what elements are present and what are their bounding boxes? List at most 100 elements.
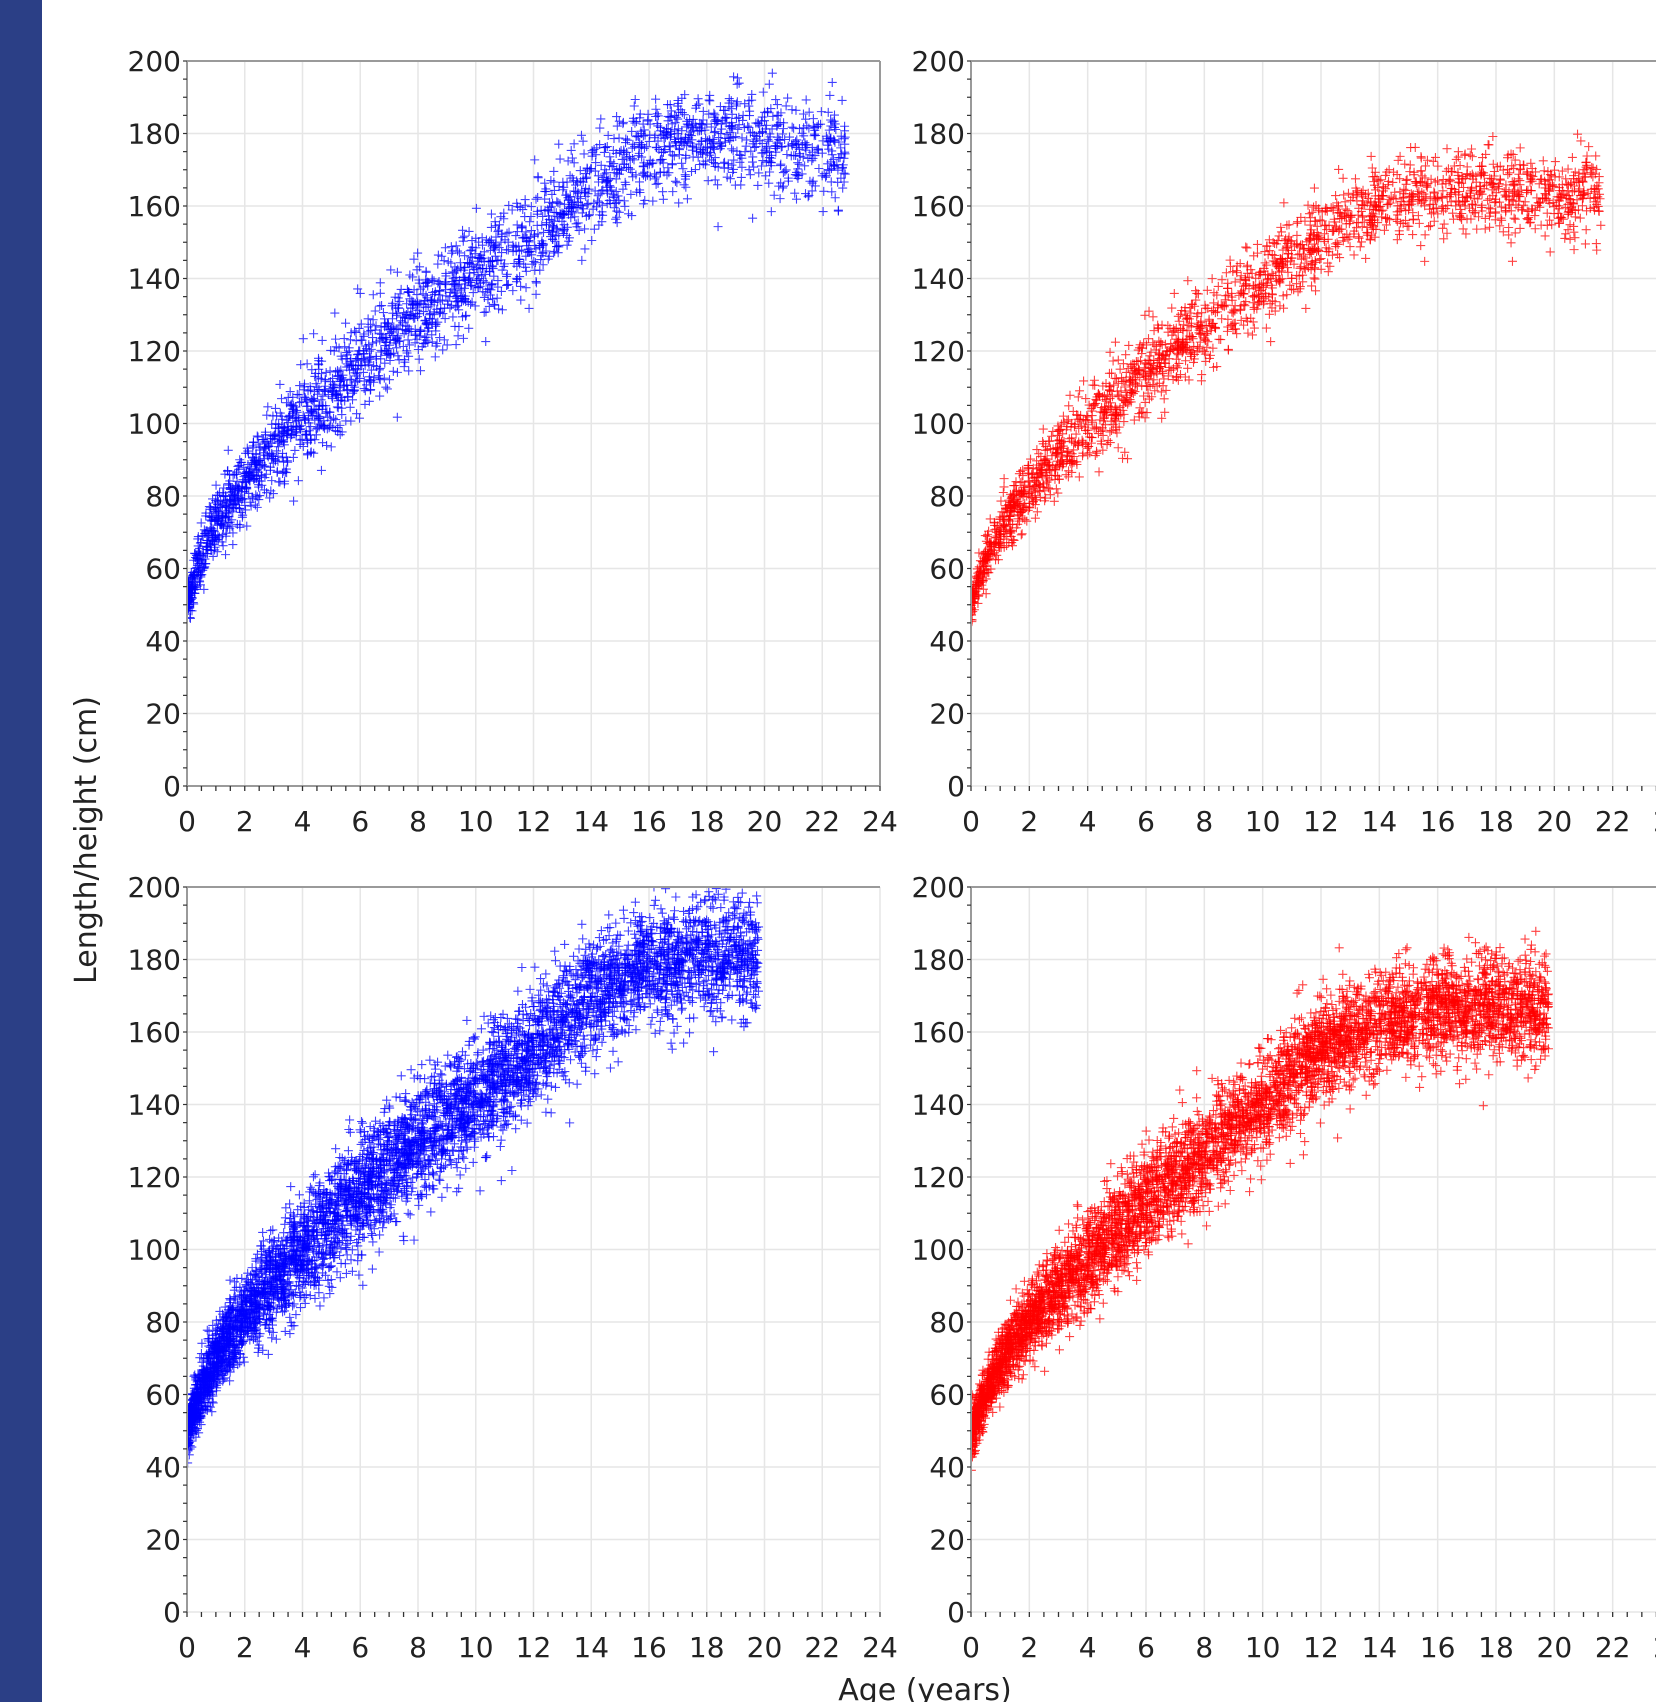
point-marker xyxy=(1137,349,1147,359)
point-marker xyxy=(295,381,305,391)
point-marker xyxy=(1309,202,1319,212)
point-marker xyxy=(681,153,691,163)
y-tick-label: 80 xyxy=(929,480,965,513)
point-marker xyxy=(508,286,518,296)
point-marker xyxy=(1033,479,1043,489)
point-marker xyxy=(1576,136,1586,146)
point-marker xyxy=(1016,530,1026,540)
point-marker xyxy=(464,323,474,333)
point-marker xyxy=(673,114,683,124)
point-marker xyxy=(1485,194,1495,204)
point-marker xyxy=(1408,230,1418,240)
point-marker xyxy=(1557,166,1567,176)
point-marker xyxy=(331,367,341,377)
point-marker xyxy=(309,387,319,397)
point-marker xyxy=(463,297,473,307)
point-marker xyxy=(257,480,267,490)
point-marker xyxy=(764,178,774,188)
point-marker xyxy=(210,542,220,552)
point-marker xyxy=(450,321,460,331)
point-marker xyxy=(1449,161,1459,171)
point-marker xyxy=(1495,221,1505,231)
point-marker xyxy=(1052,436,1062,446)
point-marker xyxy=(1514,169,1524,179)
point-marker xyxy=(594,198,604,208)
point-marker xyxy=(524,303,534,313)
point-marker xyxy=(187,585,196,595)
point-marker xyxy=(617,154,627,164)
point-marker xyxy=(1011,523,1021,533)
point-marker xyxy=(1314,204,1324,214)
point-marker xyxy=(638,170,648,180)
point-marker xyxy=(392,310,402,320)
y-tick-label: 180 xyxy=(128,118,181,151)
point-marker xyxy=(746,146,756,156)
point-marker xyxy=(210,531,220,541)
point-marker xyxy=(816,119,826,129)
point-marker xyxy=(1014,469,1024,479)
point-marker xyxy=(1017,506,1027,516)
point-marker xyxy=(834,153,844,163)
point-marker xyxy=(773,119,783,129)
point-marker xyxy=(377,301,387,311)
point-marker xyxy=(1014,511,1024,521)
point-marker xyxy=(1062,448,1072,458)
point-marker xyxy=(817,148,827,158)
point-marker xyxy=(1275,301,1285,311)
point-marker xyxy=(485,236,495,246)
point-marker xyxy=(416,284,426,294)
point-marker xyxy=(196,518,206,528)
point-marker xyxy=(1022,516,1032,526)
point-marker xyxy=(300,393,310,403)
point-marker xyxy=(1154,336,1164,346)
point-marker xyxy=(329,346,339,356)
point-marker xyxy=(487,280,497,290)
point-marker xyxy=(1471,177,1481,187)
point-marker xyxy=(1154,355,1164,365)
point-marker xyxy=(783,173,793,183)
x-tick-label: 16 xyxy=(631,805,667,838)
point-marker xyxy=(771,95,781,105)
point-marker xyxy=(1038,424,1048,434)
point-marker xyxy=(798,152,808,162)
point-marker xyxy=(317,335,327,345)
point-marker xyxy=(1282,220,1292,230)
point-marker xyxy=(461,311,471,321)
point-marker xyxy=(1098,392,1108,402)
point-marker xyxy=(241,476,251,486)
point-marker xyxy=(1534,198,1544,208)
point-marker xyxy=(270,403,280,413)
point-marker xyxy=(594,220,604,230)
point-marker xyxy=(1120,382,1130,392)
point-marker xyxy=(720,157,730,167)
point-marker xyxy=(517,233,527,243)
point-marker xyxy=(209,507,219,517)
point-marker xyxy=(454,296,464,306)
point-marker xyxy=(1442,144,1452,154)
point-marker xyxy=(640,130,650,140)
point-marker xyxy=(494,304,504,314)
point-marker xyxy=(1235,275,1245,285)
point-marker xyxy=(244,467,254,477)
point-marker xyxy=(693,94,703,104)
point-marker xyxy=(700,125,710,135)
point-marker xyxy=(705,90,715,100)
point-marker xyxy=(1207,306,1217,316)
point-marker xyxy=(1177,348,1187,358)
point-marker xyxy=(562,190,572,200)
point-marker xyxy=(753,180,763,190)
point-marker xyxy=(1271,271,1281,281)
point-marker xyxy=(275,408,285,418)
point-marker xyxy=(1524,213,1534,223)
y-tick-label: 100 xyxy=(128,408,181,441)
point-marker xyxy=(706,122,716,132)
point-marker xyxy=(1362,230,1372,240)
point-marker xyxy=(342,350,352,360)
point-marker xyxy=(680,90,690,100)
point-marker xyxy=(1396,196,1406,206)
point-marker xyxy=(635,109,645,119)
point-marker xyxy=(1545,247,1555,257)
point-marker xyxy=(1287,284,1297,294)
point-marker xyxy=(474,237,484,247)
point-marker xyxy=(1302,258,1312,268)
